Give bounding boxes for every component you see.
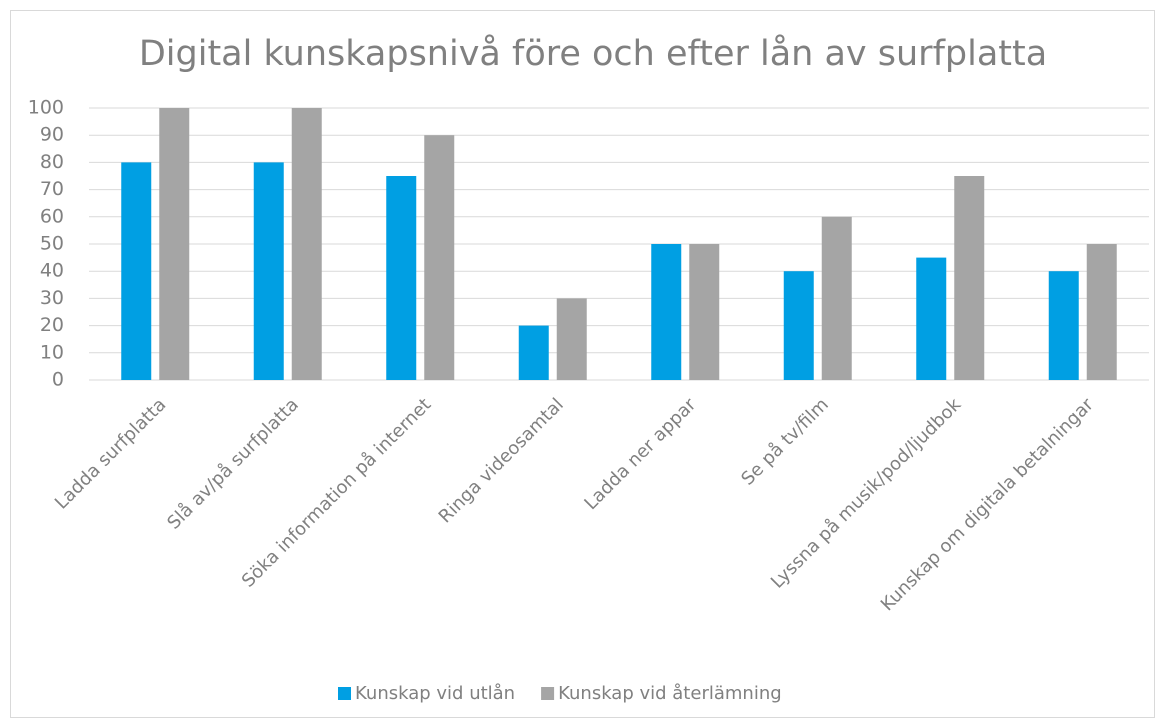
bar	[159, 108, 190, 380]
bar	[689, 244, 720, 380]
bar	[1086, 244, 1117, 380]
bar	[916, 257, 947, 380]
y-tick-label: 40	[40, 260, 64, 282]
bar	[1048, 271, 1079, 380]
bar	[518, 325, 549, 380]
bar	[783, 271, 814, 380]
y-tick-label: 70	[40, 178, 64, 200]
bar	[291, 108, 322, 380]
bar	[253, 162, 284, 380]
y-tick-label: 0	[52, 369, 64, 391]
legend-label: Kunskap vid återlämning	[558, 683, 782, 704]
bar	[386, 176, 417, 380]
y-tick-label: 90	[40, 124, 64, 146]
y-tick-label: 60	[40, 205, 64, 227]
bar	[556, 298, 587, 380]
bar	[424, 135, 455, 380]
legend-label: Kunskap vid utlån	[355, 683, 515, 704]
bar	[121, 162, 152, 380]
bar	[821, 216, 852, 380]
bar	[651, 244, 682, 380]
legend-swatch	[338, 687, 351, 700]
legend-swatch	[541, 687, 555, 700]
bar	[954, 176, 985, 380]
y-tick-label: 20	[40, 314, 64, 336]
y-tick-label: 100	[28, 97, 64, 119]
y-tick-label: 50	[40, 233, 64, 255]
y-tick-label: 80	[40, 151, 64, 173]
chart-title: Digital kunskapsnivå före och efter lån …	[139, 33, 1047, 74]
y-tick-label: 30	[40, 287, 64, 309]
y-tick-label: 10	[40, 341, 64, 363]
